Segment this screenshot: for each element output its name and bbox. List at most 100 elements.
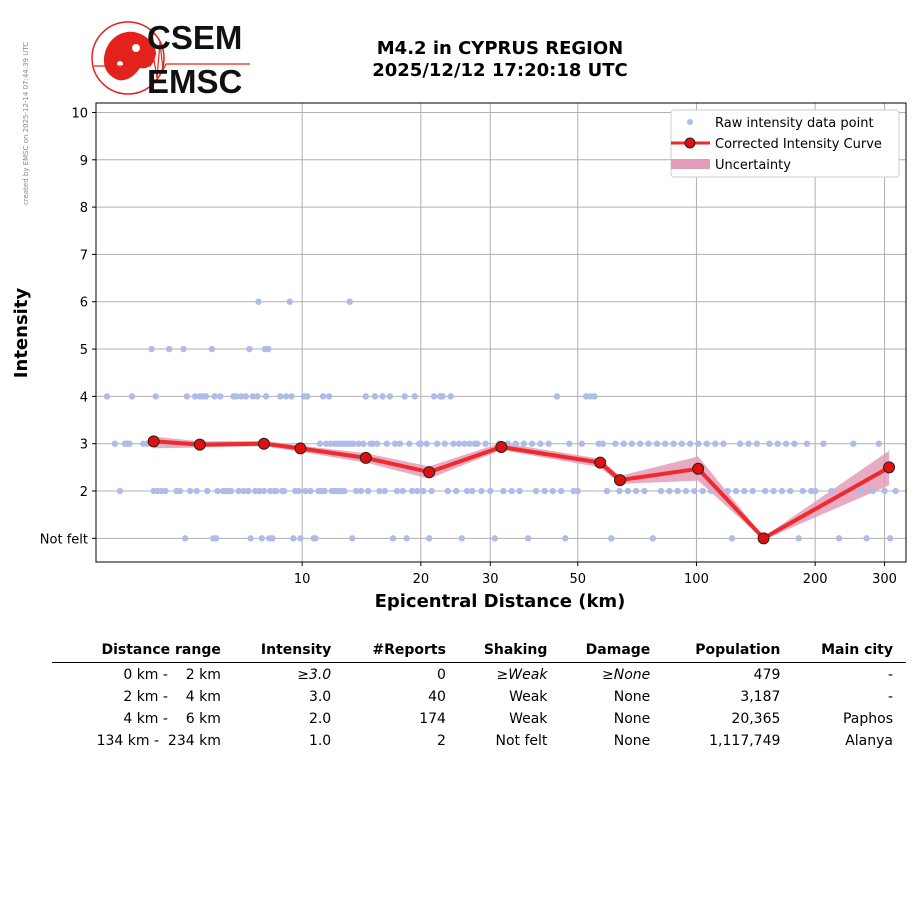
raw-point	[269, 535, 276, 542]
intensity-curve	[147, 435, 896, 545]
raw-point	[478, 487, 485, 495]
raw-point	[695, 440, 702, 447]
raw-point	[453, 487, 460, 495]
raw-point	[678, 440, 685, 447]
raw-point	[423, 440, 430, 447]
raw-point	[411, 393, 418, 400]
raw-point	[186, 487, 194, 495]
raw-point	[516, 487, 523, 495]
raw-point	[474, 440, 481, 447]
raw-point	[204, 487, 211, 495]
table-cell: 3.0	[308, 689, 332, 705]
raw-point	[383, 440, 391, 447]
raw-point	[401, 393, 408, 400]
raw-point	[441, 440, 448, 447]
raw-point	[242, 393, 250, 400]
column-header: Shaking	[458, 640, 561, 663]
raw-point	[245, 487, 252, 495]
raw-point	[304, 393, 311, 400]
raw-point	[578, 440, 586, 447]
raw-point	[512, 440, 519, 447]
raw-point	[217, 393, 224, 400]
raw-point	[214, 487, 221, 495]
raw-point	[290, 535, 297, 542]
raw-point	[455, 440, 463, 447]
axis-ticks: Not felt 2 3 4 5 6 7 8 9 10 10 20 30 50 100 200 300	[40, 106, 897, 587]
raw-point	[657, 487, 665, 495]
raw-point	[247, 535, 254, 542]
raw-point	[812, 487, 819, 495]
y-tick-label: 3	[80, 438, 88, 453]
table-cell: 20,365	[731, 711, 781, 727]
raw-point	[374, 440, 381, 447]
raw-point	[653, 440, 661, 447]
summary-table: Distance range Intensity #Reports Shaking Da…	[52, 640, 906, 751]
raw-point	[666, 487, 673, 495]
raw-point	[624, 487, 632, 495]
x-tick-label: 30	[482, 572, 499, 587]
y-tick-label: 9	[80, 154, 88, 169]
curve-point	[359, 451, 372, 464]
curve-line	[153, 439, 891, 541]
raw-point	[322, 440, 330, 447]
raw-point	[350, 440, 357, 447]
raw-point	[183, 393, 191, 400]
raw-point	[352, 487, 360, 495]
raw-point	[835, 535, 843, 542]
table-cell: None	[613, 711, 651, 727]
raw-point	[549, 487, 556, 495]
raw-point	[732, 487, 740, 495]
raw-point	[126, 440, 133, 447]
raw-point	[728, 535, 736, 542]
raw-point	[875, 440, 882, 447]
raw-point	[316, 440, 324, 447]
x-tick-label: 300	[872, 572, 897, 587]
raw-point	[616, 487, 623, 495]
table-cell: 1,117,749	[709, 733, 781, 749]
raw-point	[341, 487, 348, 495]
legend: Raw intensity data point Corrected Inten…	[670, 109, 900, 178]
raw-point	[381, 487, 388, 495]
raw-point	[447, 393, 454, 400]
table-cell: Not felt	[495, 733, 548, 749]
table-row: 2 km - 4 km 3.0 40 Weak None 3,187 -	[52, 685, 906, 707]
y-tick-label: 8	[80, 201, 88, 216]
raw-point	[254, 393, 261, 400]
raw-point	[774, 440, 781, 447]
raw-point	[487, 487, 494, 495]
raw-point	[770, 487, 777, 495]
raw-point	[235, 487, 242, 495]
raw-point	[414, 487, 421, 495]
legend-raw-label: Raw intensity data point	[715, 116, 874, 131]
raw-point	[162, 487, 169, 495]
x-tick-label: 10	[294, 572, 311, 587]
raw-point	[463, 487, 471, 495]
intensity-chart: Not felt 2 3 4 5 6 7 8 9 10 10 20 30 50 100 200 300 Epic…	[11, 102, 907, 612]
raw-point	[863, 535, 870, 542]
raw-point	[116, 487, 124, 495]
raw-point	[288, 393, 295, 400]
legend-curve-marker	[684, 137, 696, 149]
raw-point	[620, 440, 627, 447]
raw-point	[282, 393, 290, 400]
raw-point	[803, 440, 811, 447]
raw-point	[766, 440, 773, 447]
table-cell: Alanya	[845, 733, 893, 749]
raw-point	[360, 440, 367, 447]
raw-point	[128, 393, 136, 400]
raw-point	[111, 440, 119, 447]
raw-point	[312, 535, 319, 542]
column-header: Intensity	[233, 640, 345, 663]
raw-point	[417, 440, 425, 447]
raw-point	[466, 440, 473, 447]
raw-point	[724, 487, 731, 495]
raw-point	[603, 487, 611, 495]
raw-point	[753, 440, 761, 447]
curve-point	[614, 474, 627, 487]
raw-point	[856, 487, 864, 495]
raw-point	[524, 535, 532, 542]
raw-point	[745, 440, 752, 447]
raw-point	[591, 393, 598, 400]
raw-point	[393, 487, 401, 495]
legend-raw-marker	[687, 119, 693, 125]
